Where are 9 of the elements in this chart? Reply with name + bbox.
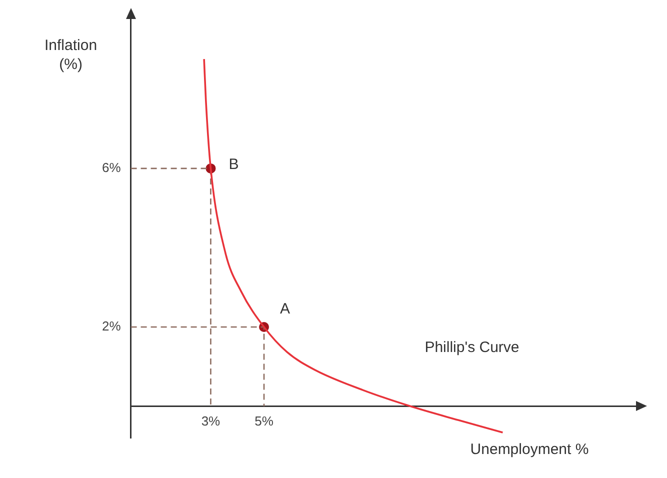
y-tick-label: 6%: [102, 160, 122, 176]
y-axis-title: Inflation (%): [44, 36, 98, 74]
annotation: B: [228, 156, 239, 174]
annotation: A: [280, 300, 290, 318]
x-axis-title: Unemployment %: [469, 440, 590, 460]
x-tick-label: 5%: [254, 414, 274, 429]
annotation: Phillip's Curve: [424, 338, 520, 357]
y-tick-label: 2%: [102, 318, 122, 334]
x-tick-label: 3%: [201, 414, 221, 429]
